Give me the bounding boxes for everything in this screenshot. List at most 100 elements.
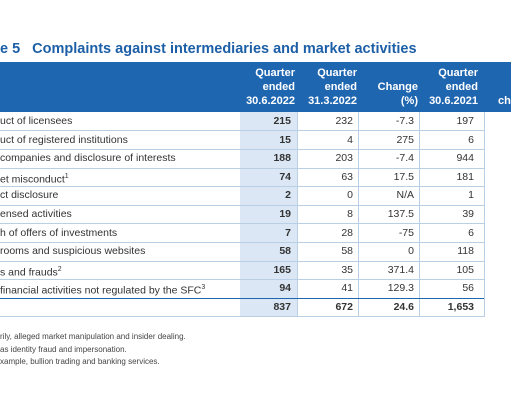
label-text: uct of licensees (0, 115, 73, 127)
cell-value: 63 (341, 170, 353, 183)
cell-value: 197 (456, 115, 474, 127)
row-label: companies and disclosure of interests (0, 149, 176, 168)
row-rule (0, 279, 484, 281)
row-rule (0, 316, 484, 318)
cell-value: 58 (341, 245, 353, 258)
cell-value: 105 (456, 263, 474, 276)
cell-value: 8 (347, 208, 353, 220)
cell-value: 2 (285, 189, 291, 202)
row-rule (0, 242, 484, 243)
row-label: ct disclosure (0, 186, 58, 205)
cell-value: 203 (335, 152, 353, 165)
cell-value: 181 (456, 170, 474, 183)
column-header: 30.6.2022 (246, 95, 295, 107)
column-rule (358, 112, 359, 317)
cell-value: 1 (468, 189, 474, 202)
row-rule (0, 130, 484, 132)
row-rule (0, 223, 484, 225)
cell-value: 74 (279, 170, 291, 183)
row-label: s and frauds2 (0, 261, 62, 282)
row-label: uct of licensees (0, 112, 72, 131)
label-text: rooms and suspicious websites (0, 245, 146, 258)
cell-value: 371.4 (387, 263, 414, 276)
cell-value: 4 (347, 133, 353, 146)
row-rule (0, 167, 484, 169)
row-rule (0, 297, 484, 299)
cell-value: -7.3 (395, 115, 414, 127)
cell-value: 672 (335, 301, 353, 313)
row-label: rooms and suspicious websites (0, 242, 145, 261)
column-header: 31.3.2022 (308, 95, 357, 107)
footnote-ref: 3 (201, 284, 206, 292)
row-rule (0, 149, 484, 150)
row-rule (0, 260, 484, 262)
row-rule (0, 186, 484, 188)
footnote: xample, bullion trading and banking serv… (0, 357, 160, 366)
cell-value: -7.4 (395, 152, 414, 165)
title-text: Complaints against intermediaries and ma… (32, 41, 417, 57)
column-rule (297, 112, 298, 317)
table-number: e 5 (0, 41, 21, 57)
column-rule (484, 112, 485, 317)
cell-value: 165 (273, 263, 291, 276)
cell-value: 118 (457, 245, 474, 258)
cell-value: 24.6 (393, 301, 414, 313)
row-label: ensed activities (0, 205, 72, 224)
column-rule (419, 112, 420, 317)
column-header: ended (445, 81, 478, 93)
column-header: ch (498, 95, 511, 107)
cell-value: 0 (408, 245, 414, 258)
cell-value: 275 (396, 133, 414, 146)
row-label: financial activities not regulated by th… (0, 279, 205, 300)
footnote: rily, alleged market manipulation and in… (0, 332, 186, 341)
footnote-ref: 2 (57, 265, 62, 273)
label-text: s and frauds (0, 266, 58, 279)
table-title: e 5 Complaints against intermediaries and… (0, 41, 417, 57)
cell-value: 944 (456, 152, 474, 165)
cell-value: 0 (347, 189, 353, 202)
footnote-ref: 1 (64, 172, 69, 180)
cell-value: 58 (279, 245, 291, 258)
cell-value: 41 (341, 282, 353, 295)
column-header: Change (377, 81, 418, 93)
header-band (0, 62, 511, 112)
highlight-column (240, 112, 297, 317)
label-text: companies and disclosure of interests (0, 152, 176, 165)
cell-value: 19 (279, 208, 291, 220)
label-text: financial activities not regulated by th… (0, 284, 202, 297)
row-rule (0, 204, 484, 206)
cell-value: 6 (468, 133, 474, 146)
cell-value: 215 (273, 115, 291, 127)
column-header: (%) (400, 95, 418, 107)
cell-value: 15 (279, 133, 291, 146)
row-label: h of offers of investments (0, 224, 117, 243)
cell-value: 1,653 (447, 301, 474, 313)
row-label: uct of registered institutions (0, 131, 128, 150)
row-label: et misconduct1 (0, 168, 69, 189)
cell-value: N/A (396, 189, 414, 202)
cell-value: 837 (273, 301, 291, 313)
column-header: Quarter (255, 67, 295, 79)
cell-value: 17.5 (393, 170, 414, 183)
cell-value: -75 (398, 226, 414, 239)
cell-value: 232 (335, 115, 353, 127)
label-text: ct disclosure (0, 189, 59, 202)
label-text: ensed activities (0, 208, 72, 220)
cell-value: 188 (273, 152, 291, 165)
cell-value: 129.3 (387, 282, 414, 295)
label-text: h of offers of investments (0, 226, 118, 239)
cell-value: 35 (341, 263, 353, 276)
column-header: Quarter (317, 67, 357, 79)
cell-value: 6 (468, 226, 474, 239)
column-header: 30.6.2021 (429, 95, 478, 107)
cell-value: 28 (341, 226, 353, 239)
cell-value: 137.5 (387, 208, 414, 220)
column-header: ended (324, 81, 357, 93)
column-header: ended (262, 81, 295, 93)
label-text: et misconduct (0, 173, 65, 186)
column-header: Quarter (438, 67, 478, 79)
footnote: as identity fraud and impersonation. (0, 344, 127, 354)
cell-value: 56 (462, 282, 474, 295)
cell-value: 7 (285, 226, 291, 239)
